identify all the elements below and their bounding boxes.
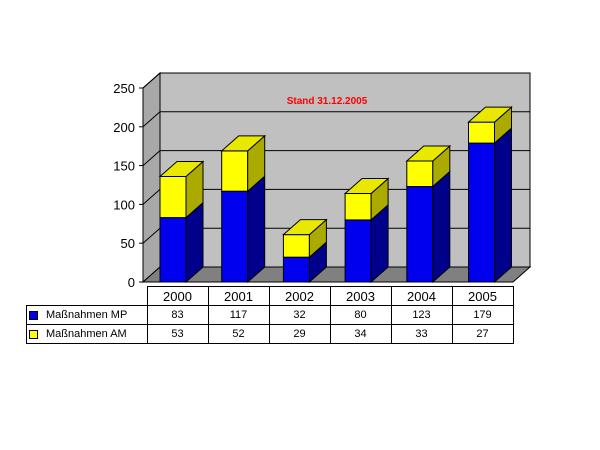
table-cell: 32 xyxy=(269,306,330,325)
year-cell: 2005 xyxy=(452,287,513,306)
year-cell: 2001 xyxy=(208,287,269,306)
bar-front xyxy=(407,187,433,282)
bar-front xyxy=(160,218,186,282)
bar-front xyxy=(160,176,186,217)
bar-front xyxy=(469,143,495,282)
table-cell: 27 xyxy=(452,325,513,344)
y-tick-label: 200 xyxy=(113,120,135,135)
year-cell: 2003 xyxy=(330,287,391,306)
table-cell: 33 xyxy=(391,325,452,344)
table-cell: 123 xyxy=(391,306,452,325)
bar-front xyxy=(469,122,495,143)
bar-front xyxy=(222,151,248,191)
year-cell: 2002 xyxy=(269,287,330,306)
year-cell: 2000 xyxy=(147,287,208,306)
bar-front xyxy=(345,220,371,282)
table-cell: 52 xyxy=(208,325,269,344)
legend-label-mp: Maßnahmen MP xyxy=(46,309,127,321)
table-cell: 80 xyxy=(330,306,391,325)
table-cell: 179 xyxy=(452,306,513,325)
year-cell: 2004 xyxy=(391,287,452,306)
legend-label-am: Maßnahmen AM xyxy=(46,328,127,340)
y-tick-label: 150 xyxy=(113,159,135,174)
table-cell: 117 xyxy=(208,306,269,325)
legend-entry-am: Maßnahmen AM xyxy=(27,325,148,344)
bar-front xyxy=(222,191,248,282)
bar-front xyxy=(345,194,371,220)
bar-side xyxy=(495,128,512,282)
table-header-row: 2000 2001 2002 2003 2004 2005 xyxy=(27,287,514,306)
table-corner xyxy=(27,287,148,306)
table-row-am: Maßnahmen AM 53 52 29 34 33 27 xyxy=(27,325,514,344)
table-cell: 34 xyxy=(330,325,391,344)
y-tick-label: 100 xyxy=(113,197,135,212)
bar-side xyxy=(248,176,265,282)
side-wall xyxy=(143,73,160,282)
legend-entry-mp: Maßnahmen MP xyxy=(27,306,148,325)
legend-swatch-mp xyxy=(29,311,38,320)
table-row-mp: Maßnahmen MP 83 117 32 80 123 179 xyxy=(27,306,514,325)
table-cell: 83 xyxy=(147,306,208,325)
y-tick-label: 250 xyxy=(113,81,135,96)
table-cell: 29 xyxy=(269,325,330,344)
bar-front xyxy=(407,161,433,187)
legend-swatch-am xyxy=(29,330,38,339)
table-cell: 53 xyxy=(147,325,208,344)
data-table: 2000 2001 2002 2003 2004 2005 Maßnahmen … xyxy=(26,286,514,344)
bar-front xyxy=(283,257,309,282)
bar-side xyxy=(433,172,450,282)
annotation: Stand 31.12.2005 xyxy=(287,96,368,107)
y-tick-label: 50 xyxy=(121,236,135,251)
bar-front xyxy=(283,235,309,258)
